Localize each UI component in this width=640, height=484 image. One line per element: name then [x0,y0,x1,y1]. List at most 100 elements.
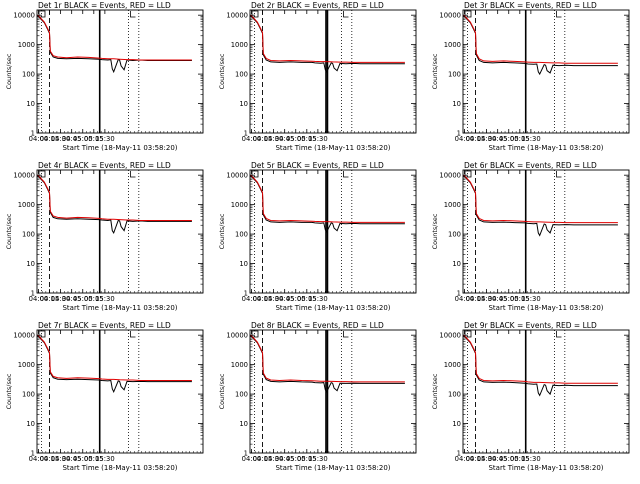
y-axis-label: Counts/sec [218,373,226,409]
y-tick-label: 10000 [13,12,35,20]
x-tick-label: 05:15 [84,455,104,463]
x-tick-label: 05:30 [308,455,328,463]
y-tick-label: 100 [448,391,461,399]
y-tick-label: 1 [457,450,461,458]
plot-frame [36,329,204,454]
y-axis-label: Counts/sec [5,373,13,409]
y-tick-label: 1 [31,130,35,138]
x-tick-label: 04:15 [253,295,273,303]
x-axis-label: Start Time (18-May-11 03:58:20) [275,304,390,312]
x-axis-label: Start Time (18-May-11 03:58:20) [62,304,177,312]
y-tick-label: 1000 [444,201,461,209]
x-tick-label: 04:30 [477,455,497,463]
chart-svg-6: Det 6r BLACK = Events, RED = LLD 1 10 100 10… [431,161,630,312]
y-tick-label: 10 [452,420,461,428]
x-tick-label: 04:45 [62,295,82,303]
x-tick-label: 04:30 [51,135,71,143]
y-tick-label: 10 [26,420,35,428]
x-tick-label: 04:00 [29,135,49,143]
x-tick-label: 05:15 [297,455,317,463]
x-tick-label: 04:15 [253,135,273,143]
y-axis-label: Counts/sec [431,373,439,409]
x-tick-label: 05:30 [95,295,115,303]
chart-title: Det 6r BLACK = Events, RED = LLD [464,161,597,170]
lld-series-line [36,174,192,221]
x-tick-label: 05:15 [297,135,317,143]
chart-title: Det 5r BLACK = Events, RED = LLD [251,161,384,170]
plot-frame [462,9,630,134]
x-tick-label: 04:30 [264,135,284,143]
events-series-line [36,335,192,394]
x-tick-label: 04:15 [466,135,486,143]
x-tick-label: 05:00 [286,135,306,143]
x-tick-label: 04:30 [264,295,284,303]
events-series-line [36,175,192,235]
corner-marker [343,11,349,18]
y-tick-label: 1 [457,130,461,138]
x-tick-label: 05:30 [308,295,328,303]
chart-title: Det 2r BLACK = Events, RED = LLD [251,1,384,10]
chart-title: Det 3r BLACK = Events, RED = LLD [464,1,597,10]
y-tick-label: 10000 [439,172,461,180]
lld-series-line [249,14,405,63]
chart-panel-2: Det 2r BLACK = Events, RED = LLD 1 10 100 10… [213,0,426,160]
y-tick-label: 1000 [231,361,248,369]
x-tick-label: 04:00 [455,135,475,143]
plot-frame [36,9,204,134]
chart-panel-9: Det 9r BLACK = Events, RED = LLD 1 10 100 10… [426,320,639,480]
y-tick-label: 10 [239,420,248,428]
corner-marker [464,170,472,178]
events-series-line [36,15,192,74]
y-tick-label: 1 [244,450,248,458]
x-axis-label: Start Time (18-May-11 03:58:20) [62,464,177,472]
chart-panel-7: Det 7r BLACK = Events, RED = LLD 1 10 100 10… [0,320,213,480]
lld-series-line [36,14,192,61]
y-tick-label: 1000 [231,41,248,49]
y-tick-label: 100 [235,71,248,79]
y-tick-label: 1000 [18,201,35,209]
chart-panel-5: Det 5r BLACK = Events, RED = LLD 1 10 100 10… [213,160,426,320]
x-tick-label: 04:45 [275,135,295,143]
y-axis-label: Counts/sec [218,213,226,249]
corner-marker [464,10,472,18]
x-tick-label: 05:30 [521,295,541,303]
y-tick-label: 10000 [13,172,35,180]
y-tick-label: 10 [239,100,248,108]
x-tick-label: 05:00 [286,455,306,463]
y-tick-label: 10000 [226,12,248,20]
x-tick-label: 04:15 [253,455,273,463]
plot-frame [249,329,417,454]
corner-marker [556,171,562,178]
events-series-line [462,175,618,237]
x-tick-label: 04:00 [455,455,475,463]
y-tick-label: 100 [448,231,461,239]
x-tick-label: 04:15 [40,295,60,303]
x-tick-label: 05:30 [521,455,541,463]
y-tick-label: 1000 [18,361,35,369]
y-tick-label: 10000 [13,332,35,340]
y-tick-label: 1 [31,290,35,298]
chart-title: Det 1r BLACK = Events, RED = LLD [38,1,171,10]
corner-marker [130,11,136,18]
x-tick-label: 04:45 [488,455,508,463]
y-axis-label: Counts/sec [5,53,13,89]
x-tick-label: 05:15 [510,295,530,303]
x-tick-label: 04:00 [242,455,262,463]
x-tick-label: 04:45 [275,295,295,303]
y-axis-label: Counts/sec [431,213,439,249]
chart-panel-4: Det 4r BLACK = Events, RED = LLD 1 10 100 10… [0,160,213,320]
x-tick-label: 04:15 [466,295,486,303]
corner-marker [38,330,46,338]
y-tick-label: 100 [235,231,248,239]
y-tick-label: 10000 [226,332,248,340]
x-tick-label: 05:00 [73,135,93,143]
x-tick-label: 04:45 [488,135,508,143]
y-tick-label: 100 [22,71,35,79]
y-tick-label: 10 [452,260,461,268]
x-tick-label: 05:30 [308,135,328,143]
corner-marker [556,11,562,18]
x-tick-label: 04:15 [40,455,60,463]
y-tick-label: 1000 [444,41,461,49]
y-tick-label: 100 [22,391,35,399]
x-axis-label: Start Time (18-May-11 03:58:20) [488,144,603,152]
